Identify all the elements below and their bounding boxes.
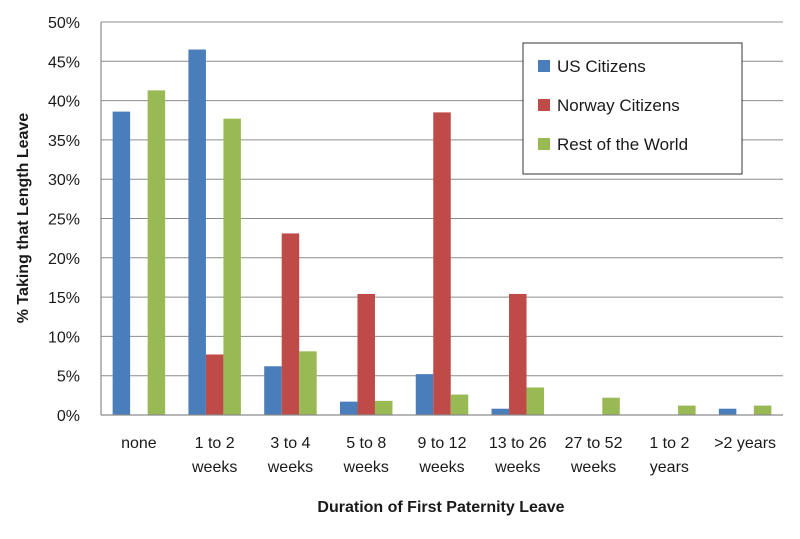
bar-rest-of-the-world bbox=[526, 387, 545, 415]
y-tick-label: 5% bbox=[57, 369, 80, 386]
y-tick-label: 0% bbox=[57, 408, 80, 425]
y-tick-label: 25% bbox=[48, 212, 80, 229]
x-axis-title: Duration of First Paternity Leave bbox=[317, 499, 564, 516]
y-tick-label: 20% bbox=[48, 251, 80, 268]
legend-swatch-us bbox=[538, 60, 550, 72]
bar-rest-of-the-world bbox=[450, 394, 469, 415]
bar-us-citizens bbox=[491, 408, 510, 415]
bar-us-citizens bbox=[264, 366, 282, 415]
x-tick-label: 1 to 2 weeks bbox=[191, 435, 237, 476]
y-tick-label: 35% bbox=[48, 133, 80, 150]
legend-label-us: US Citizens bbox=[557, 57, 646, 76]
bar-rest-of-the-world bbox=[374, 400, 393, 415]
bar-norway-citizens bbox=[205, 354, 224, 415]
bar-rest-of-the-world bbox=[223, 118, 241, 415]
bar-norway-citizens bbox=[357, 293, 375, 415]
bar-rest-of-the-world bbox=[678, 405, 696, 415]
y-tick-label: 45% bbox=[48, 54, 80, 71]
bar-norway-citizens bbox=[509, 293, 527, 415]
y-axis-title: % Taking that Length Leave bbox=[15, 113, 32, 324]
bar-rest-of-the-world bbox=[147, 90, 166, 415]
legend-box bbox=[522, 42, 743, 175]
legend-label-rest: Rest of the World bbox=[557, 135, 688, 154]
x-tick-label: none bbox=[121, 435, 157, 452]
x-tick-label: 27 to 52 weeks bbox=[565, 435, 623, 476]
y-tick-label: 15% bbox=[48, 290, 80, 307]
bar-us-citizens bbox=[188, 49, 206, 415]
y-tick-label: 30% bbox=[48, 172, 80, 189]
x-tick-label: 3 to 4 weeks bbox=[267, 435, 313, 476]
bar-us-citizens bbox=[415, 374, 434, 415]
legend-label-norway: Norway Citizens bbox=[557, 96, 680, 115]
bar-us-citizens bbox=[718, 408, 737, 415]
bar-rest-of-the-world bbox=[753, 405, 772, 415]
x-tick-label: >2 years bbox=[714, 435, 776, 452]
x-tick-label: 5 to 8 weeks bbox=[343, 435, 389, 476]
legend-swatch-rest bbox=[538, 138, 550, 150]
x-tick-label: 9 to 12 weeks bbox=[418, 435, 467, 476]
bars bbox=[112, 49, 772, 415]
bar-norway-citizens bbox=[433, 112, 451, 415]
bar-rest-of-the-world bbox=[299, 351, 317, 415]
x-tick-label: 13 to 26 weeks bbox=[489, 435, 547, 476]
bar-us-citizens bbox=[112, 111, 131, 415]
legend-swatch-norway bbox=[538, 99, 550, 111]
y-tick-label: 50% bbox=[48, 15, 80, 32]
y-tick-label: 40% bbox=[48, 94, 80, 111]
y-tick-label: 10% bbox=[48, 329, 80, 346]
y-tick-labels: 0% 5% 10% 15% 20% 25% 30% 35% 40% 45% 50% bbox=[48, 15, 80, 425]
bar-us-citizens bbox=[339, 401, 358, 415]
bar-norway-citizens bbox=[281, 233, 300, 415]
bar-rest-of-the-world bbox=[602, 397, 620, 415]
axes bbox=[100, 22, 783, 416]
x-tick-labels: none 1 to 2 weeks 3 to 4 weeks 5 to 8 weeks 9 t… bbox=[121, 435, 776, 476]
x-tick-label: 1 to 2 years bbox=[649, 435, 689, 476]
legend: US Citizens Norway Citizens Rest of the … bbox=[522, 42, 743, 175]
